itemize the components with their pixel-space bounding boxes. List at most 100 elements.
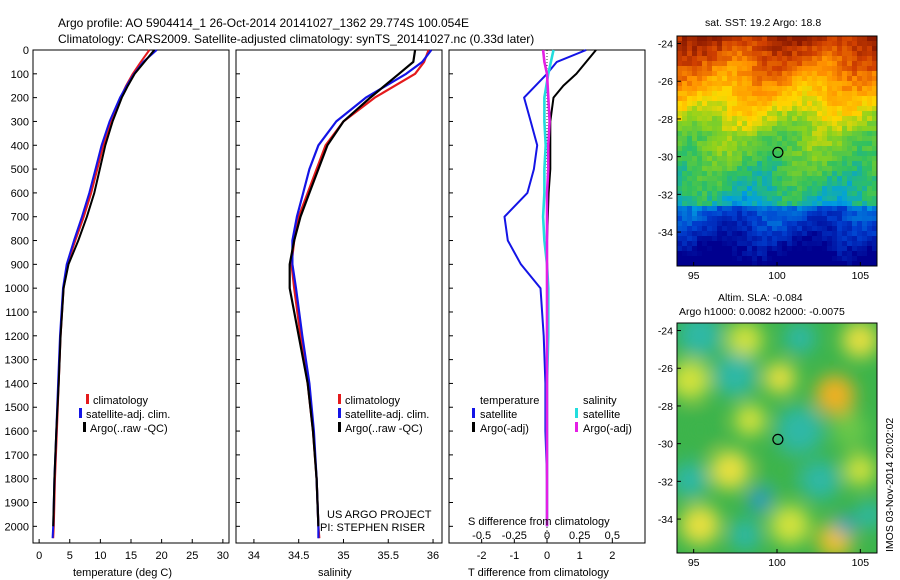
series-line-satellite-adj-clim- xyxy=(291,49,433,539)
x-tick-label: 34 xyxy=(248,550,260,562)
lon-tick-label: 105 xyxy=(852,270,870,282)
temperature-tick-labels: 0 5 10 15 20 25 30 xyxy=(36,539,229,562)
x-tick-label: 35.5 xyxy=(378,550,399,562)
salinity-axes-box xyxy=(235,49,443,544)
temperature-xlabel: temperature (deg C) xyxy=(73,567,172,579)
t-difference-tick-labels: -2 -1 0 1 2 xyxy=(477,539,615,562)
depth-tick-label: 1200 xyxy=(5,331,29,343)
salinity-lines xyxy=(288,49,433,539)
argo-location-marker xyxy=(772,146,784,158)
sla-lon-tick-labels: 95 100 105 xyxy=(688,549,869,569)
lon-tick-label: 105 xyxy=(852,557,870,569)
depth-tick-label: 1100 xyxy=(5,307,29,319)
s-difference-tick-labels: -0.5 -0.25 0 0.25 0.5 xyxy=(472,530,620,542)
t-difference-xlabel: T difference from climatology xyxy=(468,567,609,579)
depth-tick-label: 700 xyxy=(11,212,29,224)
legend-swatch-temperature-argo xyxy=(472,422,475,432)
header-line-1: Argo profile: AO 5904414_1 26-Oct-2014 2… xyxy=(58,16,469,30)
lon-tick-label: 100 xyxy=(768,270,786,282)
series-line-climatology xyxy=(290,49,430,539)
x-tick-label: 0 xyxy=(36,550,42,562)
legend-swatch-salinity-satellite xyxy=(575,408,578,418)
x-tick-label: 2 xyxy=(609,550,615,562)
depth-tick-label: 1600 xyxy=(5,426,29,438)
lat-tick-label: -32 xyxy=(658,189,673,201)
legend-swatch-argo xyxy=(83,422,86,432)
series-line-argo-raw-qc- xyxy=(52,49,156,527)
temperature-lines xyxy=(51,49,158,539)
series-line-satellite-adj-clim- xyxy=(51,49,158,539)
x-tick-label: 15 xyxy=(125,550,137,562)
series-line-argo-raw-qc- xyxy=(288,49,417,527)
sla-map-panel: Altim. SLA: -0.084 Argo h1000: 0.0082 h2… xyxy=(658,292,896,569)
x-tick-label: 1 xyxy=(577,550,583,562)
legend-satellite: satellite-adj. clim. xyxy=(86,409,170,421)
legend-salinity-argo: Argo(-adj) xyxy=(583,423,632,435)
depth-tick-label: 200 xyxy=(11,93,29,105)
salinity-panel: 34 34.5 35 35.5 36 salinity climatology sate… xyxy=(235,49,443,579)
lon-tick-label: 95 xyxy=(688,557,700,569)
s-tick-label: 0.5 xyxy=(605,530,620,542)
lat-tick-label: -28 xyxy=(658,401,673,413)
x-tick-label: 10 xyxy=(94,550,106,562)
sst-map-panel: sat. SST: 19.2 Argo: 18.8 -24 -26 -28 -30 -3… xyxy=(658,17,878,282)
s-difference-xlabel: S difference from climatology xyxy=(468,516,610,528)
legend-swatch-argo xyxy=(338,422,341,432)
salinity-xlabel: salinity xyxy=(318,567,352,579)
s-tick-label: 0 xyxy=(544,530,550,542)
depth-tick-label: 300 xyxy=(11,116,29,128)
depth-tick-label: 400 xyxy=(11,140,29,152)
salinity-legend: climatology satellite-adj. clim. Argo(..… xyxy=(338,394,429,435)
pi-annotation: PI: STEPHEN RISER xyxy=(320,522,425,534)
difference-panel: -2 -1 0 1 2 -0.5 -0.25 0 0.25 0.5 S difference f… xyxy=(448,49,646,579)
depth-tick-label: 1700 xyxy=(5,450,29,462)
depth-tick-label: 0 xyxy=(23,45,29,57)
x-tick-label: 35 xyxy=(337,550,349,562)
legend-swatch-climatology xyxy=(338,394,341,404)
series-line-argo-adj- xyxy=(541,49,551,527)
sst-lat-tick-labels: -24 -26 -28 -30 -32 -34 xyxy=(658,39,681,239)
depth-tick-label: 900 xyxy=(11,259,29,271)
sst-lon-tick-labels: 95 100 105 xyxy=(688,262,869,282)
legend-argo: Argo(..raw -QC) xyxy=(345,423,423,435)
legend-swatch-climatology xyxy=(86,394,89,404)
temperature-panel: 0100200300400500600700800900100011001200… xyxy=(5,45,453,579)
x-tick-label: 20 xyxy=(156,550,168,562)
legend-argo: Argo(..raw -QC) xyxy=(90,423,168,435)
sst-map-title: sat. SST: 19.2 Argo: 18.8 xyxy=(705,17,821,29)
x-tick-label: -1 xyxy=(509,550,519,562)
lat-tick-label: -34 xyxy=(658,514,673,526)
project-annotation: US ARGO PROJECT xyxy=(327,509,432,521)
lat-tick-label: -34 xyxy=(658,227,673,239)
sla-lat-tick-labels: -24 -26 -28 -30 -32 -34 xyxy=(658,326,681,526)
argo-location-marker xyxy=(772,433,784,445)
legend-salinity-satellite: satellite xyxy=(583,409,620,421)
sla-map-title: Altim. SLA: -0.084 xyxy=(718,292,803,304)
lat-tick-label: -32 xyxy=(658,476,673,488)
depth-tick-label: 500 xyxy=(11,164,29,176)
temperature-legend: climatology satellite-adj. clim. Argo(..… xyxy=(79,394,170,435)
lat-tick-label: -24 xyxy=(658,39,673,51)
legend-swatch-temperature-satellite xyxy=(472,408,475,418)
sst-heatmap-cells xyxy=(677,36,877,266)
depth-tick-label: 2000 xyxy=(5,521,29,533)
legend-climatology: climatology xyxy=(93,395,149,407)
header-line-2: Climatology: CARS2009. Satellite-adjuste… xyxy=(58,32,534,46)
legend-satellite: satellite-adj. clim. xyxy=(345,409,429,421)
depth-tick-label: 800 xyxy=(11,236,29,248)
depth-tick-label: 100 xyxy=(11,69,29,81)
series-line-argo-adj- xyxy=(546,49,597,527)
x-tick-label: 30 xyxy=(217,550,229,562)
series-line-satellite xyxy=(503,49,587,527)
legend-title-temperature: temperature xyxy=(480,395,539,407)
depth-tick-label: 1800 xyxy=(5,474,29,486)
legend-climatology: climatology xyxy=(345,395,401,407)
sla-heatmap-field xyxy=(677,323,877,553)
lat-tick-label: -24 xyxy=(658,326,673,338)
legend-swatch-satellite xyxy=(338,408,341,418)
legend-title-salinity: salinity xyxy=(583,395,617,407)
lat-tick-label: -28 xyxy=(658,114,673,126)
depth-tick-label: 1500 xyxy=(5,402,29,414)
depth-tick-label: 1900 xyxy=(5,498,29,510)
